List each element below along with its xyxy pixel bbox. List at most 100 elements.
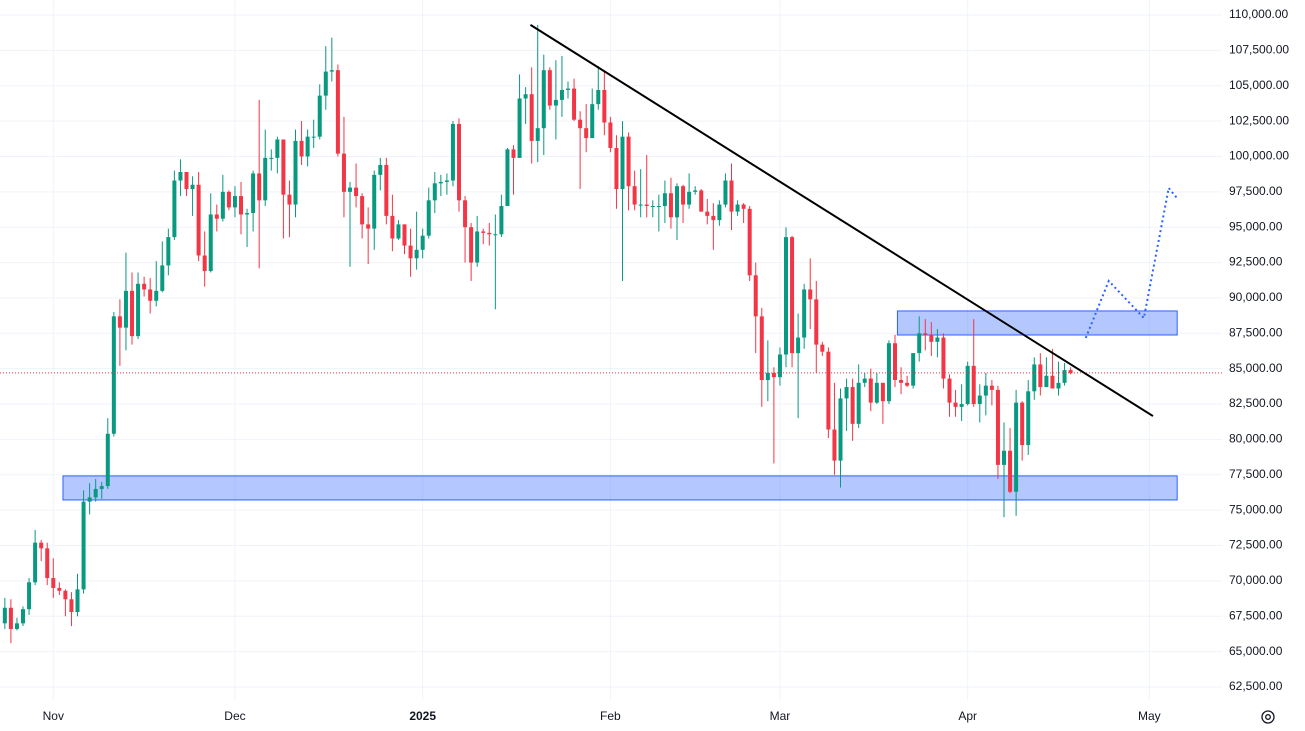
candle-body (608, 122, 613, 148)
candle-body (335, 70, 340, 154)
candle-body (184, 172, 189, 190)
y-tick-label: 85,000.00 (1229, 361, 1283, 375)
candle-body (232, 196, 237, 208)
candle-body (777, 354, 782, 378)
candle-body (81, 501, 86, 590)
candle-body (553, 99, 558, 106)
trend-line (529, 24, 1154, 417)
candle-body (360, 196, 365, 225)
candle-body (8, 607, 13, 629)
candle-body (469, 227, 474, 263)
candle-body (450, 123, 455, 181)
candle-body (820, 344, 825, 352)
candle-body (390, 215, 395, 239)
candle-body (275, 139, 280, 158)
candle-body (51, 578, 56, 588)
candle-body (39, 542, 44, 549)
candle-body (287, 194, 292, 205)
candle-body (1068, 370, 1073, 373)
candle-body (27, 582, 32, 610)
y-tick-label: 87,500.00 (1229, 325, 1283, 339)
zone (896, 310, 1178, 336)
candle-body (632, 186, 637, 205)
candle-body (323, 71, 328, 96)
candle-body (487, 232, 492, 235)
candle-body (705, 211, 710, 216)
candle-body (426, 200, 431, 236)
y-tick-label: 92,500.00 (1229, 255, 1283, 269)
zone (62, 475, 1178, 501)
candle-body (154, 290, 159, 301)
projection-path (1084, 185, 1179, 339)
candle-body (130, 290, 135, 337)
candle-body (190, 184, 195, 190)
candle-body (263, 157, 268, 201)
candle-body (499, 205, 504, 235)
candle-body (590, 104, 595, 139)
candle-body (850, 387, 855, 424)
y-tick-label: 67,500.00 (1229, 608, 1283, 622)
candle-body (711, 215, 716, 221)
candle-body (596, 89, 601, 105)
candle-body (372, 174, 377, 229)
candle-body (765, 372, 770, 380)
candle-body (802, 289, 807, 338)
candle-body (87, 497, 92, 502)
candle-body (438, 181, 443, 184)
candle-body (281, 139, 286, 195)
candle-body (941, 337, 946, 379)
y-tick-label: 70,000.00 (1229, 573, 1283, 587)
candle-body (668, 193, 673, 218)
candle-body (396, 224, 401, 239)
y-tick-label: 80,000.00 (1229, 432, 1283, 446)
candle-body (832, 429, 837, 461)
candle-body (293, 140, 298, 205)
candle-body (983, 385, 988, 396)
candle-body (862, 378, 867, 383)
candle-body (644, 204, 649, 206)
candle-body (402, 224, 407, 246)
candle-body (251, 173, 256, 214)
candle-body (123, 290, 128, 328)
candle-body (905, 382, 910, 386)
candle-body (638, 204, 643, 206)
candle-body (656, 205, 661, 207)
candle-body (965, 365, 970, 405)
candle-body (753, 275, 758, 317)
candle-body (1014, 402, 1019, 492)
x-tick-label: Mar (770, 709, 791, 723)
candle-body (995, 389, 1000, 465)
candle-body (226, 191, 231, 208)
candle-body (1008, 450, 1013, 492)
y-tick-label: 75,000.00 (1229, 502, 1283, 516)
candle-body (886, 343, 891, 402)
candle-body (105, 433, 110, 487)
candle-body (747, 208, 752, 276)
candle-body (717, 204, 722, 221)
candle-body (814, 299, 819, 345)
candle-body (650, 205, 655, 207)
candle-body (1062, 370, 1067, 383)
candle-body (33, 542, 38, 583)
candle-body (735, 204, 740, 212)
candle-body (202, 255, 207, 272)
candle-body (771, 372, 776, 378)
settings-button[interactable] (1261, 710, 1275, 724)
candle-body (541, 70, 546, 129)
candle-body (911, 353, 916, 386)
candle-body (414, 249, 419, 259)
y-tick-label: 90,000.00 (1229, 290, 1283, 304)
y-tick-label: 95,000.00 (1229, 219, 1283, 233)
candle-body (1038, 364, 1043, 388)
candle-body (1002, 450, 1007, 465)
candle-body (511, 149, 516, 158)
y-tick-label: 82,500.00 (1229, 396, 1283, 410)
candle-body (741, 204, 746, 209)
candle-body (953, 402, 958, 407)
candle-body (535, 128, 540, 141)
candle-body (723, 180, 728, 205)
candle-body (366, 224, 371, 229)
candle-body (45, 548, 50, 579)
candle-body (311, 136, 316, 138)
